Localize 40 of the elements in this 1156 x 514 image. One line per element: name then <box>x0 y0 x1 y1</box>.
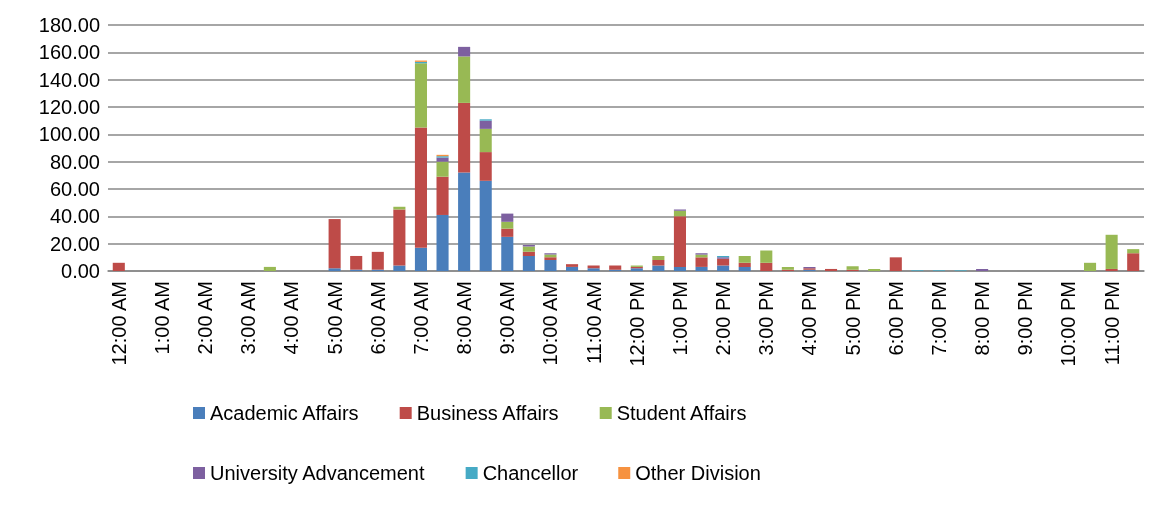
x-tick-label: 3:00 AM <box>237 281 260 355</box>
x-tick-label: 7:00 PM <box>927 281 950 356</box>
x-tick-label: 10:00 AM <box>539 281 562 366</box>
legend-label: Student Affairs <box>616 402 747 424</box>
x-tick-label: 8:00 AM <box>453 281 476 355</box>
y-tick-label: 60.00 <box>49 178 100 200</box>
x-tick-label: 1:00 PM <box>668 281 691 356</box>
x-tick-label: 8:00 PM <box>971 281 994 356</box>
y-tick-label: 180.00 <box>38 14 100 36</box>
x-tick-label: 12:00 PM <box>625 281 648 367</box>
legend-label: Other Division <box>635 462 761 484</box>
x-tick-label: 4:00 PM <box>798 281 821 356</box>
x-tick-label: 11:00 PM <box>1100 281 1123 366</box>
x-tick-label: 4:00 AM <box>280 281 303 355</box>
y-tick-label: 20.00 <box>49 232 100 255</box>
x-tick-label: 1:00 AM <box>150 281 173 355</box>
y-tick-label: 120.00 <box>38 96 100 118</box>
x-tick-label: 12:00 AM <box>107 281 130 366</box>
x-tick-label: 11:00 AM <box>582 281 605 365</box>
x-tick-label: 2:00 PM <box>712 281 735 356</box>
y-tick-label: 140.00 <box>38 68 100 91</box>
y-tick-label: 80.00 <box>49 150 100 173</box>
y-tick-label: 0.00 <box>61 260 100 282</box>
y-tick-label: 100.00 <box>38 123 100 146</box>
x-tick-label: 10:00 PM <box>1057 281 1080 367</box>
x-tick-label: 6:00 PM <box>884 281 907 356</box>
legend-label: Academic Affairs <box>210 402 359 424</box>
legend-label: Business Affairs <box>416 402 559 424</box>
x-tick-label: 3:00 PM <box>755 281 778 356</box>
x-tick-label: 7:00 AM <box>409 281 432 355</box>
x-tick-label: 9:00 AM <box>496 281 519 355</box>
x-tick-label: 2:00 AM <box>194 281 217 355</box>
x-tick-label: 9:00 PM <box>1014 281 1037 356</box>
y-tick-label: 160.00 <box>38 41 100 64</box>
legend-label: Chancellor <box>482 462 579 484</box>
x-tick-label: 5:00 PM <box>841 281 864 356</box>
legend-label: University Advancement <box>210 462 425 484</box>
x-tick-label: 5:00 AM <box>323 281 346 355</box>
x-tick-label: 6:00 AM <box>366 281 389 355</box>
y-tick-label: 40.00 <box>49 205 100 228</box>
